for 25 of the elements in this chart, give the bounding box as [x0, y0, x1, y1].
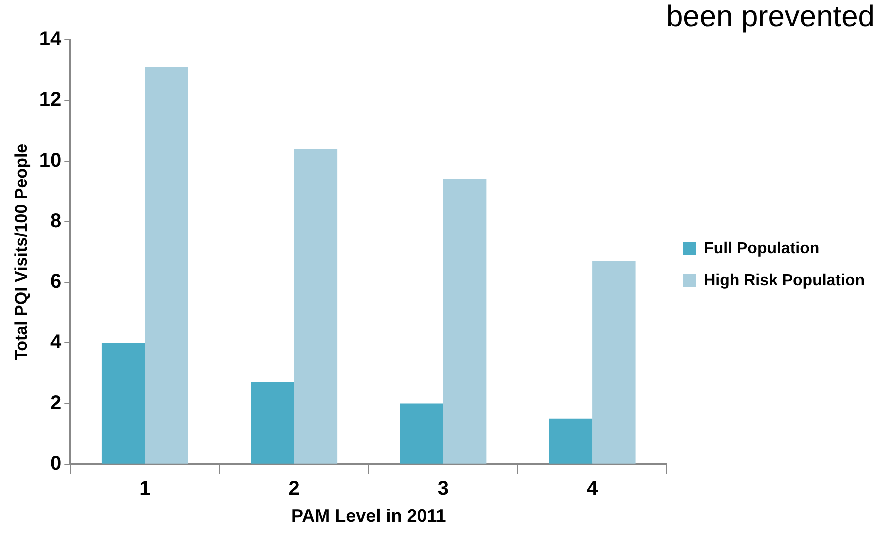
y-tick-label: 14 [39, 28, 63, 51]
bar [443, 179, 487, 464]
y-tick-label: 4 [50, 332, 63, 354]
bar [592, 261, 636, 464]
bar [251, 382, 294, 464]
bar [102, 343, 146, 464]
y-tick-label: 0 [50, 452, 62, 475]
legend-label: High Risk Population [704, 272, 865, 290]
bar [145, 67, 188, 464]
x-tick-label: 4 [586, 478, 599, 500]
y-tick-label: 12 [39, 89, 62, 112]
y-axis-title: Total PQI Visits/100 People [12, 144, 31, 361]
x-tick-label: 3 [438, 478, 449, 500]
y-tick-label: 10 [39, 150, 62, 172]
x-tick-label: 1 [140, 478, 151, 500]
y-tick-label: 8 [50, 210, 62, 232]
text: been prevented [666, 0, 875, 34]
bar [400, 404, 444, 464]
bar [294, 149, 338, 464]
y-tick-label: 2 [50, 392, 62, 414]
y-tick-label: 6 [50, 271, 62, 294]
legend-label: Full Population [704, 240, 820, 258]
bar [549, 418, 593, 464]
x-axis-title: PAM Level in 2011 [292, 506, 446, 526]
x-tick-label: 2 [288, 478, 300, 500]
